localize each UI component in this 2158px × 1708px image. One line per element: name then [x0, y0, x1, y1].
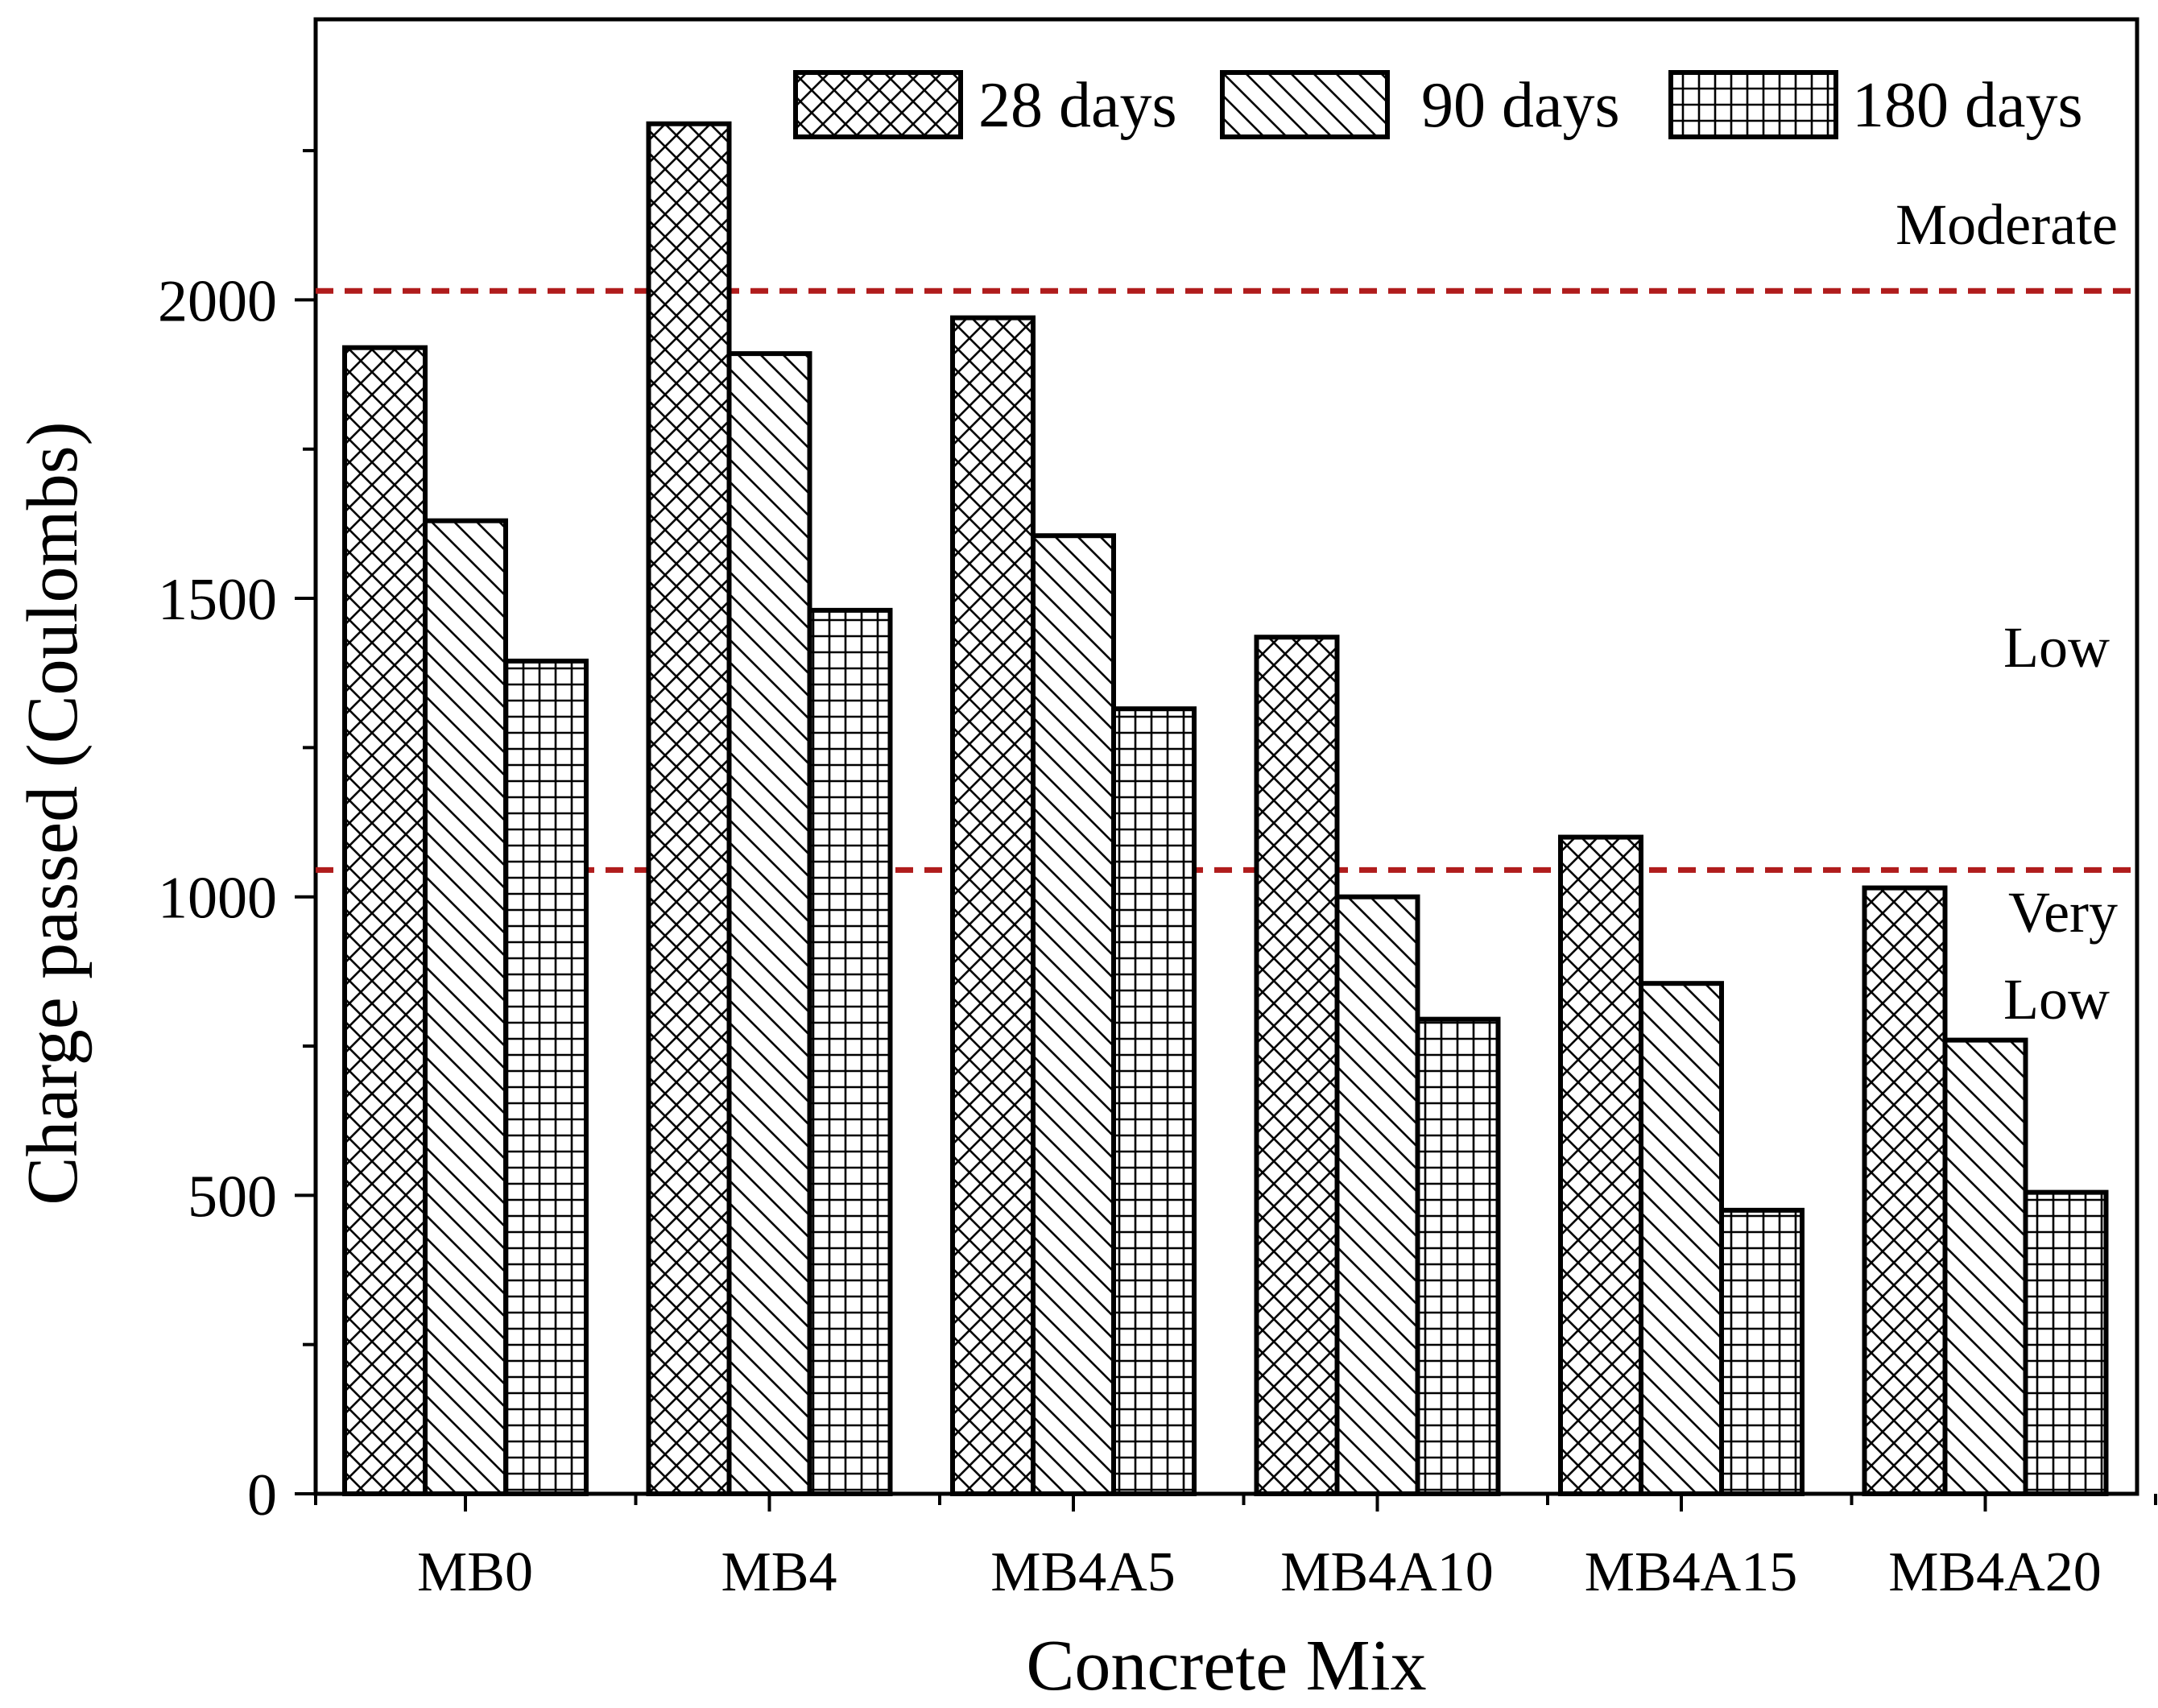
x-tick-label-mb4a20: MB4A20: [1888, 1541, 2101, 1603]
x-tick-label-mb4a5: MB4A5: [990, 1541, 1175, 1603]
y-tick-label: 0: [247, 1462, 277, 1528]
x-tick-label-mb4a15: MB4A15: [1585, 1541, 1797, 1603]
bar-mb4a10-180-days: [1415, 1016, 1501, 1496]
legend-label-90-days: 90 days: [1421, 70, 1620, 141]
bar-group: [342, 121, 2109, 1497]
zone-label-very-low: Low: [2003, 967, 2110, 1032]
x-tick-label-mb4a10: MB4A10: [1280, 1541, 1493, 1603]
bar-mb4a20-28-days: [1862, 885, 1948, 1496]
bar-mb4a15-180-days: [1719, 1207, 1805, 1496]
y-axis-title: Charge passed (Coulombs): [13, 421, 93, 1205]
x-tick-label-mb4: MB4: [721, 1541, 837, 1603]
bar-mb4a10-90-days: [1334, 894, 1420, 1496]
plot-frame: [313, 17, 2139, 1496]
legend-swatch-28-days: [793, 70, 963, 139]
bar-mb4-28-days: [646, 121, 732, 1496]
y-tick-label: 2000: [158, 268, 277, 334]
x-tick-label-mb0: MB0: [417, 1541, 533, 1603]
bar-mb4-90-days: [726, 351, 812, 1497]
legend: 28 days 90 days 180 days: [793, 70, 2083, 141]
legend-swatch-90-days: [1220, 70, 1390, 139]
y-tick-label: 1000: [158, 866, 277, 932]
legend-label-180-days: 180 days: [1852, 70, 2083, 141]
zone-label-very: Very: [2008, 880, 2118, 945]
bar-mb4-180-days: [807, 607, 893, 1496]
bar-mb0-90-days: [423, 518, 508, 1496]
x-axis: MB0 MB4 MB4A5 MB4A10 MB4A15 MB4A20: [314, 1494, 2157, 1603]
zone-label-low: Low: [2003, 615, 2110, 680]
bar-mb4a15-28-days: [1558, 834, 1643, 1496]
bar-mb4a15-90-days: [1639, 981, 1724, 1496]
legend-label-28-days: 28 days: [978, 70, 1177, 141]
x-axis-title: Concrete Mix: [1026, 1626, 1426, 1706]
y-tick-label: 1500: [158, 567, 277, 633]
bar-mb4a5-28-days: [950, 315, 1036, 1496]
bar-mb4a20-180-days: [2023, 1189, 2109, 1497]
bar-mb4a5-90-days: [1031, 533, 1116, 1496]
y-axis: 0 500 1000 1500 2000: [158, 149, 316, 1528]
zone-label-moderate: Moderate: [1895, 192, 2118, 257]
y-tick-label: 500: [188, 1164, 277, 1230]
legend-swatch-180-days: [1668, 70, 1838, 139]
bar-mb0-28-days: [342, 345, 428, 1497]
bar-mb4a5-180-days: [1111, 706, 1197, 1496]
bar-mb0-180-days: [503, 658, 589, 1496]
bar-mb4a10-28-days: [1254, 635, 1340, 1496]
bar-mb4a20-90-days: [1942, 1037, 2028, 1497]
